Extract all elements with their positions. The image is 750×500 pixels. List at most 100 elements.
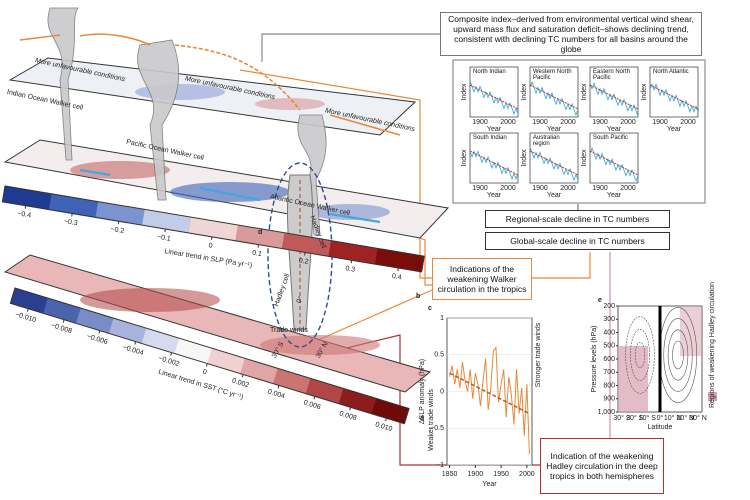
colorbar-segment <box>305 378 344 404</box>
contour <box>672 340 684 370</box>
colorbar-tick <box>205 363 208 367</box>
y-axis-label: Pressure levels (hPa) <box>591 326 598 393</box>
colorbar-segment <box>75 308 114 334</box>
walker-cell-label: Indian Ocean Walker cell <box>6 89 84 112</box>
colorbar-segment <box>371 398 410 424</box>
basin-xlabel: Year <box>547 192 562 199</box>
basin-schematic <box>589 82 639 117</box>
x-axis-label: Latitude <box>648 424 673 431</box>
colorbar-tick-label: −0.004 <box>122 344 145 357</box>
contour <box>634 341 646 369</box>
x-tick-label: 20° N <box>677 414 695 422</box>
colorbar-segment <box>272 368 311 394</box>
basin-xlabel: Year <box>667 126 682 133</box>
arrow <box>199 186 261 202</box>
colorbar-tick-label: 0.4 <box>391 273 402 282</box>
colorbar-tick-label: 0.002 <box>231 378 250 390</box>
panel-letter: c <box>428 305 432 312</box>
basin-schematic <box>529 80 579 117</box>
basin-name: North Indian <box>473 69 506 75</box>
basin-ylabel: Index <box>461 83 468 101</box>
surface-arrows <box>79 168 381 224</box>
basin-name: Eastern North Pacific <box>593 69 631 82</box>
grey-connector <box>261 33 440 62</box>
x-axis-label: Year <box>482 481 497 488</box>
basin-xtick-label: 2000 <box>620 119 636 126</box>
plume <box>297 114 327 236</box>
basin-schematic <box>469 150 519 181</box>
colorbar-tick-label: 0.3 <box>345 265 356 274</box>
x-tick-label: 2000 <box>519 471 535 478</box>
y-tick-label: 1,000 <box>597 409 615 416</box>
basin-name: Western North Pacific <box>533 69 572 82</box>
basin-xtick-label: 2000 <box>560 119 576 126</box>
basin-ylabel: Index <box>581 83 588 101</box>
basin-name: South Indian <box>473 135 507 141</box>
colorbar-segment <box>240 358 279 384</box>
sst-map <box>3 254 432 393</box>
colorbar-tick-label: −0.006 <box>86 333 109 346</box>
hadley-cell-label: Hadley cell <box>273 272 291 307</box>
arrow <box>329 212 381 224</box>
colorbar-tick-label: 0.006 <box>303 399 322 411</box>
colorbar-tick-label: 0.010 <box>374 421 393 433</box>
basin-ylabel: Index <box>461 149 468 167</box>
y-tick-label: −1 <box>436 462 444 469</box>
basin-xlabel: Year <box>547 126 562 133</box>
x-tick-label: 10° S <box>639 414 657 422</box>
colorbar-tick-label: −0.010 <box>14 311 37 324</box>
arrow <box>19 34 61 41</box>
basin-ylabel: Index <box>521 83 528 101</box>
y-tick-label: 1 <box>440 315 444 322</box>
basin-xtick-label: 1900 <box>472 119 488 126</box>
y-tick-label: 300 <box>603 316 615 323</box>
latitude-label: 0° <box>295 295 305 305</box>
colorbar-tick-label: 0.2 <box>298 257 309 266</box>
basin-xtick-label: 2000 <box>500 119 516 126</box>
basin-xtick-label: 2000 <box>500 185 516 192</box>
basin-xlabel: Year <box>607 126 622 133</box>
colorbar-tick-label: −0.008 <box>50 322 73 335</box>
basin-name: South Pacific <box>593 135 629 141</box>
colorbar-tick-label: 0.008 <box>338 410 357 422</box>
y-tick-label: −0.5 <box>430 425 444 432</box>
legend-swatch <box>708 392 717 401</box>
basin-schematic <box>469 80 519 116</box>
basin-plot <box>649 66 699 118</box>
basin-xtick-label: 2000 <box>620 185 636 192</box>
colorbar-tick-label: −0.002 <box>157 355 180 368</box>
basin-schematic <box>649 83 699 113</box>
colorbar-segment <box>108 318 147 344</box>
colorbar-segment <box>207 348 246 374</box>
y-tick-label: 900 <box>603 396 615 403</box>
colorbar-axis-label: Linear trend in SLP (Pa yr⁻¹) <box>164 248 253 270</box>
x-tick-label: 0° <box>657 414 664 422</box>
pattern <box>255 98 325 110</box>
y-axis-label: ΔSLP anomaly (hPa) <box>419 359 426 424</box>
plumes <box>47 7 327 236</box>
basin-xlabel: Year <box>607 192 622 199</box>
colorbar-axis-label: Linear trend in SST (°C yr⁻¹) <box>157 368 244 402</box>
x-tick-label: 20° S <box>626 414 644 422</box>
x-tick-label: 1900 <box>468 471 484 478</box>
legend-label: Regions of weakening Hadley circulation <box>709 282 716 408</box>
colorbar-tick-label: 0 <box>202 369 208 377</box>
colorbar-tick-label: −0.2 <box>110 226 125 235</box>
colorbar-tick-label: −0.4 <box>17 210 32 219</box>
pattern <box>170 182 290 202</box>
y-tick-label: 400 <box>603 329 615 336</box>
pattern <box>80 288 220 312</box>
basin-ylabel: Index <box>581 149 588 167</box>
basin-ylabel: Index <box>521 149 528 167</box>
contour <box>630 329 650 381</box>
arrow <box>174 44 301 111</box>
colorbar-segment <box>10 288 49 314</box>
contour <box>667 329 689 381</box>
basin-xlabel: Year <box>487 126 502 133</box>
basin-name: North Atlantic <box>653 69 689 75</box>
y-tick-label: 200 <box>603 303 615 310</box>
basin-xtick-label: 1900 <box>472 185 488 192</box>
colorbar-tick-label: 0.004 <box>267 388 286 400</box>
basin-schematic <box>589 146 639 183</box>
